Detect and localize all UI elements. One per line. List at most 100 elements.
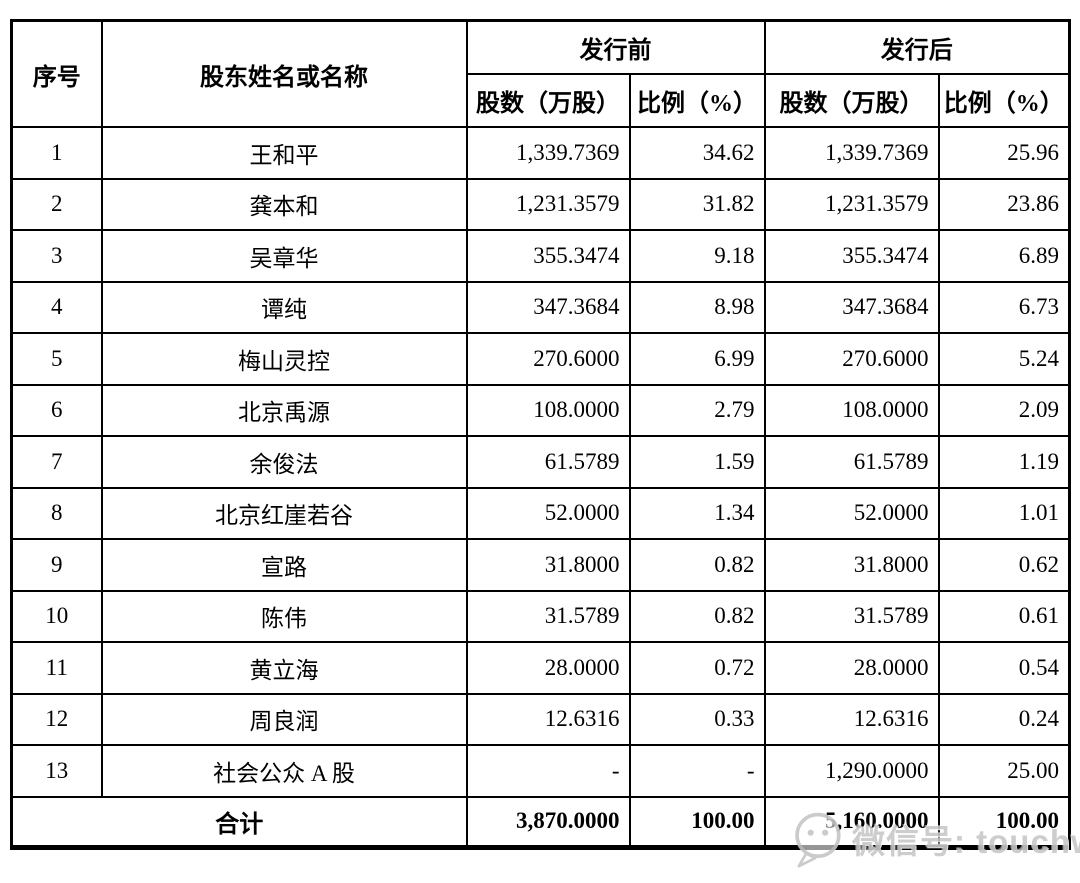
pre-ratio-cell: 2.79 <box>628 383 766 437</box>
pre-ratio-cell: - <box>628 744 766 798</box>
pre-ratio-cell: 34.62 <box>628 126 766 180</box>
shareholder-name-cell: 陈伟 <box>100 589 468 643</box>
total-post-shares-cell: 5,160.0000 <box>763 795 940 848</box>
post-shares-cell: 31.5789 <box>763 589 940 643</box>
pre-shares-cell: 31.5789 <box>465 589 631 643</box>
shareholder-name-cell: 黄立海 <box>100 641 468 695</box>
shareholders-table: 序号 股东姓名或名称 发行前 发行后 股数（万股） 比例（%） 股数（万股） 比… <box>10 19 1071 850</box>
post-shares-cell: 1,231.3579 <box>763 177 940 231</box>
pre-shares-cell: 1,231.3579 <box>465 177 631 231</box>
post-shares-cell: 347.3684 <box>763 280 940 334</box>
table-body: 1 王和平 1,339.7369 34.62 1,339.7369 25.96 … <box>10 126 1071 798</box>
post-ratio-cell: 6.89 <box>937 229 1071 283</box>
pre-ratio-cell: 9.18 <box>628 229 766 283</box>
row-index-cell: 5 <box>10 332 103 386</box>
shareholder-name-cell: 龚本和 <box>100 177 468 231</box>
table-header: 序号 股东姓名或名称 发行前 发行后 股数（万股） 比例（%） 股数（万股） 比… <box>10 19 1071 128</box>
header-group-pre-issue: 发行前 <box>465 19 766 75</box>
post-ratio-cell: 0.61 <box>937 589 1071 643</box>
post-shares-cell: 28.0000 <box>763 641 940 695</box>
pre-shares-cell: 355.3474 <box>465 229 631 283</box>
header-post-shares: 股数（万股） <box>763 73 940 128</box>
pre-shares-cell: 31.8000 <box>465 538 631 592</box>
shareholder-name-cell: 周良润 <box>100 692 468 746</box>
header-pre-ratio: 比例（%） <box>628 73 766 128</box>
post-ratio-cell: 0.24 <box>937 692 1071 746</box>
post-shares-cell: 270.6000 <box>763 332 940 386</box>
post-ratio-cell: 0.62 <box>937 538 1071 592</box>
shareholder-name-cell: 王和平 <box>100 126 468 180</box>
shareholder-name-cell: 吴章华 <box>100 229 468 283</box>
table-row: 6 北京禹源 108.0000 2.79 108.0000 2.09 <box>10 383 1071 437</box>
shareholder-name-cell: 宣路 <box>100 538 468 592</box>
table-row: 1 王和平 1,339.7369 34.62 1,339.7369 25.96 <box>10 126 1071 180</box>
pre-shares-cell: 12.6316 <box>465 692 631 746</box>
pre-ratio-cell: 1.34 <box>628 486 766 540</box>
header-group-post-issue: 发行后 <box>763 19 1071 75</box>
shareholder-name-cell: 北京红崖若谷 <box>100 486 468 540</box>
table-row: 4 谭纯 347.3684 8.98 347.3684 6.73 <box>10 280 1071 334</box>
shareholder-name-cell: 社会公众 A 股 <box>100 744 468 798</box>
post-ratio-cell: 25.96 <box>937 126 1071 180</box>
row-index-cell: 12 <box>10 692 103 746</box>
pre-ratio-cell: 0.82 <box>628 538 766 592</box>
post-ratio-cell: 1.19 <box>937 435 1071 489</box>
pre-shares-cell: 270.6000 <box>465 332 631 386</box>
shareholder-name-cell: 北京禹源 <box>100 383 468 437</box>
row-index-cell: 13 <box>10 744 103 798</box>
row-index-cell: 1 <box>10 126 103 180</box>
pre-ratio-cell: 8.98 <box>628 280 766 334</box>
row-index-cell: 8 <box>10 486 103 540</box>
row-index-cell: 6 <box>10 383 103 437</box>
row-index-cell: 9 <box>10 538 103 592</box>
total-row: 合计 3,870.0000 100.00 5,160.0000 100.00 <box>10 795 1071 848</box>
post-shares-cell: 12.6316 <box>763 692 940 746</box>
table-row: 10 陈伟 31.5789 0.82 31.5789 0.61 <box>10 589 1071 643</box>
pre-ratio-cell: 0.33 <box>628 692 766 746</box>
post-shares-cell: 108.0000 <box>763 383 940 437</box>
shareholder-name-cell: 梅山灵控 <box>100 332 468 386</box>
pre-shares-cell: - <box>465 744 631 798</box>
row-index-cell: 10 <box>10 589 103 643</box>
pre-ratio-cell: 1.59 <box>628 435 766 489</box>
post-ratio-cell: 2.09 <box>937 383 1071 437</box>
total-pre-ratio-cell: 100.00 <box>628 795 766 848</box>
table-row: 2 龚本和 1,231.3579 31.82 1,231.3579 23.86 <box>10 177 1071 231</box>
table-row: 5 梅山灵控 270.6000 6.99 270.6000 5.24 <box>10 332 1071 386</box>
table-row: 11 黄立海 28.0000 0.72 28.0000 0.54 <box>10 641 1071 695</box>
header-index: 序号 <box>10 19 103 128</box>
pre-shares-cell: 28.0000 <box>465 641 631 695</box>
post-ratio-cell: 25.00 <box>937 744 1071 798</box>
shareholder-name-cell: 谭纯 <box>100 280 468 334</box>
table-row: 8 北京红崖若谷 52.0000 1.34 52.0000 1.01 <box>10 486 1071 540</box>
pre-shares-cell: 52.0000 <box>465 486 631 540</box>
post-shares-cell: 61.5789 <box>763 435 940 489</box>
table-footer: 合计 3,870.0000 100.00 5,160.0000 100.00 <box>10 795 1071 848</box>
table-row: 7 余俊法 61.5789 1.59 61.5789 1.19 <box>10 435 1071 489</box>
row-index-cell: 11 <box>10 641 103 695</box>
pre-ratio-cell: 31.82 <box>628 177 766 231</box>
total-pre-shares-cell: 3,870.0000 <box>465 795 631 848</box>
total-post-ratio-cell: 100.00 <box>937 795 1071 848</box>
post-ratio-cell: 0.54 <box>937 641 1071 695</box>
shareholder-name-cell: 余俊法 <box>100 435 468 489</box>
table-row: 12 周良润 12.6316 0.33 12.6316 0.24 <box>10 692 1071 746</box>
post-ratio-cell: 23.86 <box>937 177 1071 231</box>
header-shareholder-name: 股东姓名或名称 <box>100 19 468 128</box>
post-shares-cell: 31.8000 <box>763 538 940 592</box>
post-ratio-cell: 5.24 <box>937 332 1071 386</box>
table-row: 9 宣路 31.8000 0.82 31.8000 0.62 <box>10 538 1071 592</box>
post-shares-cell: 355.3474 <box>763 229 940 283</box>
post-shares-cell: 52.0000 <box>763 486 940 540</box>
post-shares-cell: 1,290.0000 <box>763 744 940 798</box>
pre-shares-cell: 1,339.7369 <box>465 126 631 180</box>
header-pre-shares: 股数（万股） <box>465 73 631 128</box>
pre-ratio-cell: 0.82 <box>628 589 766 643</box>
post-shares-cell: 1,339.7369 <box>763 126 940 180</box>
post-ratio-cell: 6.73 <box>937 280 1071 334</box>
pre-ratio-cell: 6.99 <box>628 332 766 386</box>
table-row: 13 社会公众 A 股 - - 1,290.0000 25.00 <box>10 744 1071 798</box>
header-post-ratio: 比例（%） <box>937 73 1071 128</box>
row-index-cell: 2 <box>10 177 103 231</box>
pre-shares-cell: 61.5789 <box>465 435 631 489</box>
